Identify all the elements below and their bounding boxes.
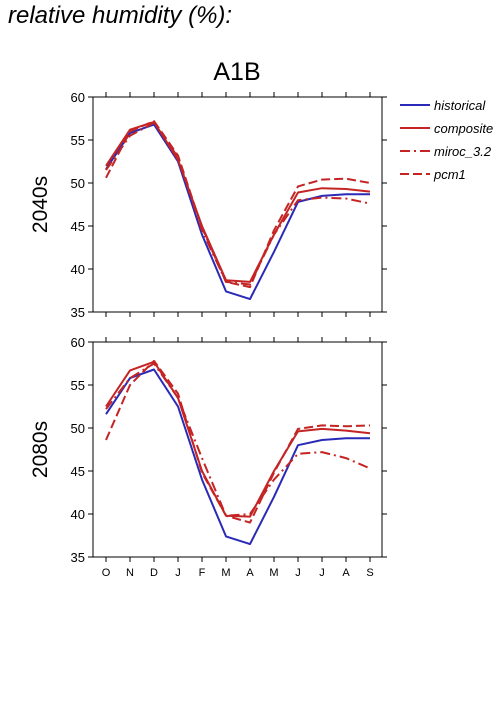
x-tick-label: J xyxy=(175,567,181,579)
x-tick-label: A xyxy=(246,567,254,579)
y-tick-label: 35 xyxy=(71,550,85,565)
y-tick-label: 50 xyxy=(71,421,85,436)
legend-label: composite xyxy=(434,121,493,136)
y-tick-label: 60 xyxy=(71,90,85,105)
page-title: relative humidity (%): xyxy=(8,2,233,29)
series-line-composite-2080s xyxy=(105,360,371,518)
y-tick-label: 60 xyxy=(71,335,85,350)
x-tick-label: M xyxy=(269,567,278,579)
series-line-historical-2040s xyxy=(105,123,370,301)
x-tick-label: S xyxy=(366,567,373,579)
x-tick-label: N xyxy=(126,567,134,579)
y-tick-label: 45 xyxy=(71,219,85,234)
series-line-pcm1-2040s xyxy=(105,120,371,289)
x-tick-label: J xyxy=(319,567,325,579)
legend-label: miroc_3.2 xyxy=(434,144,492,159)
y-tick-label: 40 xyxy=(71,507,85,522)
x-tick-label: F xyxy=(199,567,206,579)
series-line-composite-2040s xyxy=(105,120,371,283)
y-tick-label: 35 xyxy=(71,305,85,320)
x-tick-label: D xyxy=(150,567,158,579)
x-tick-label: A xyxy=(342,567,350,579)
x-tick-label: M xyxy=(221,567,230,579)
row-label-2080s: 2080s xyxy=(29,421,52,478)
legend-label: pcm1 xyxy=(433,167,466,182)
legend-label: historical xyxy=(434,98,486,113)
series-line-pcm1-2080s xyxy=(105,359,371,524)
panel-frame-2040s xyxy=(92,96,383,313)
y-tick-label: 55 xyxy=(71,133,85,148)
y-tick-label: 45 xyxy=(71,464,85,479)
series-line-miroc-3-2-2040s xyxy=(105,121,371,286)
x-tick-label: O xyxy=(102,567,111,579)
chart-title: A1B xyxy=(213,58,260,86)
x-tick-label: J xyxy=(295,567,301,579)
row-label-2040s: 2040s xyxy=(29,176,52,233)
panel-frame-2080s xyxy=(92,341,383,558)
series-line-historical-2080s xyxy=(105,368,370,546)
y-tick-label: 40 xyxy=(71,262,85,277)
y-tick-label: 50 xyxy=(71,176,85,191)
series-line-miroc-3-2-2080s xyxy=(105,362,371,517)
y-tick-label: 55 xyxy=(71,378,85,393)
